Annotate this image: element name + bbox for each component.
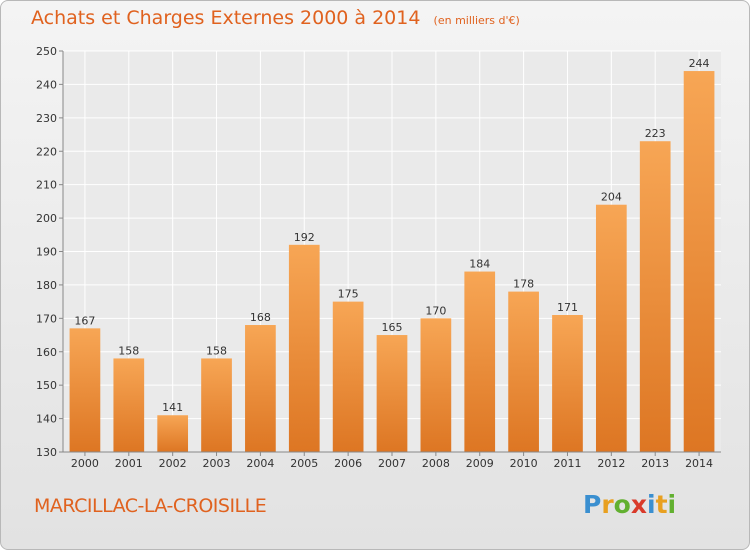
x-tick-label: 2003 xyxy=(203,457,231,470)
x-tick-label: 2007 xyxy=(378,457,406,470)
bar xyxy=(69,328,101,452)
x-tick-label: 2014 xyxy=(685,457,713,470)
y-tick-label: 150 xyxy=(36,379,57,392)
bar xyxy=(683,71,715,453)
bar xyxy=(288,244,320,452)
bar-value-label: 141 xyxy=(162,401,183,414)
title-row: Achats et Charges Externes 2000 à 2014 (… xyxy=(31,7,520,29)
x-tick-label: 2004 xyxy=(246,457,274,470)
y-tick-label: 190 xyxy=(36,246,57,259)
bar xyxy=(113,358,145,452)
x-tick-label: 2000 xyxy=(71,457,99,470)
chart-unit: (en milliers d'€) xyxy=(433,14,520,27)
bar xyxy=(508,291,539,452)
bar xyxy=(595,204,627,452)
bar xyxy=(552,314,583,452)
x-tick-label: 2012 xyxy=(597,457,625,470)
bar-value-label: 167 xyxy=(74,314,95,327)
x-tick-label: 2013 xyxy=(641,457,669,470)
x-tick-label: 2009 xyxy=(466,457,494,470)
x-tick-label: 2005 xyxy=(290,457,318,470)
bar-value-label: 204 xyxy=(601,191,622,204)
bar-value-label: 184 xyxy=(469,258,490,271)
y-tick-label: 210 xyxy=(36,179,57,192)
bar-value-label: 244 xyxy=(689,57,710,70)
x-tick-label: 2011 xyxy=(553,457,581,470)
y-tick-label: 240 xyxy=(36,78,57,91)
y-tick-label: 160 xyxy=(36,346,57,359)
bar-value-label: 178 xyxy=(513,278,534,291)
bar xyxy=(420,318,452,452)
x-tick-label: 2006 xyxy=(334,457,362,470)
proxiti-logo: Proxiti xyxy=(583,490,677,519)
bar xyxy=(639,141,671,452)
bar-value-label: 165 xyxy=(382,321,403,334)
x-tick-label: 2010 xyxy=(510,457,538,470)
bar xyxy=(245,325,276,452)
y-tick-label: 130 xyxy=(36,446,57,459)
bar-value-label: 171 xyxy=(557,301,578,314)
bar-value-label: 158 xyxy=(118,344,139,357)
bar-value-label: 168 xyxy=(250,311,271,324)
bar xyxy=(332,301,364,452)
commune-name: MARCILLAC-LA-CROISILLE xyxy=(34,495,267,517)
axes: 130 140 150 160 170 180 190 200 210 220 230 240 250 2… xyxy=(36,45,721,470)
chart-title: Achats et Charges Externes 2000 à 2014 xyxy=(31,7,421,29)
bar xyxy=(464,271,496,452)
bars: 167 158 141 158 168 192 175 165 170 184 178 171 204 2… xyxy=(69,57,715,453)
y-tick-label: 230 xyxy=(36,112,57,125)
bar-value-label: 223 xyxy=(645,127,666,140)
y-tick-label: 140 xyxy=(36,413,57,426)
bar-value-label: 175 xyxy=(338,288,359,301)
y-tick-label: 200 xyxy=(36,212,57,225)
bar-value-label: 158 xyxy=(206,344,227,357)
bar xyxy=(376,335,408,452)
y-tick-label: 250 xyxy=(36,45,57,58)
bar-value-label: 170 xyxy=(425,304,446,317)
bar xyxy=(157,415,189,452)
y-tick-label: 220 xyxy=(36,145,57,158)
y-tick-label: 170 xyxy=(36,312,57,325)
x-tick-label: 2002 xyxy=(159,457,187,470)
x-tick-label: 2001 xyxy=(115,457,143,470)
x-tick-label: 2008 xyxy=(422,457,450,470)
bar-value-label: 192 xyxy=(294,231,315,244)
y-tick-label: 180 xyxy=(36,279,57,292)
bar xyxy=(201,358,232,452)
